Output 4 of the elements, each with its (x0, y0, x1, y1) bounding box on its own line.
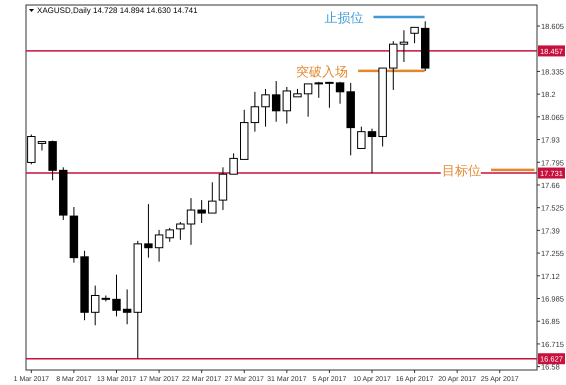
ref-line-label: 突破入场 (296, 64, 348, 79)
annotation: 目标位 (442, 162, 481, 178)
annotation: 止损位 (324, 10, 364, 25)
chart-title: XAGUSD,Daily 14.728 14.894 14.630 14.741 (37, 6, 198, 15)
